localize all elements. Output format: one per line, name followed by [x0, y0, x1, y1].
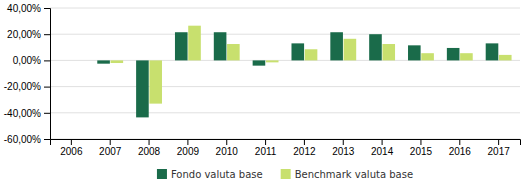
bar	[305, 49, 318, 60]
legend-label: Fondo valuta base	[171, 169, 263, 180]
x-tick-mark	[420, 139, 421, 145]
bar	[97, 60, 110, 63]
y-tick: -60,00%	[4, 134, 50, 145]
bar	[460, 53, 473, 60]
y-tick-label: -20,00%	[4, 81, 41, 92]
legend: Fondo valuta base Benchmark valuta base	[157, 169, 413, 180]
bar	[408, 45, 421, 60]
y-tick-mark	[44, 113, 50, 114]
x-tick-mark	[110, 139, 111, 145]
x-tick: 2017	[488, 139, 511, 157]
y-axis-line	[44, 9, 51, 140]
x-tick: 2010	[216, 139, 239, 157]
y-tick: 0,00%	[13, 55, 50, 66]
bar	[149, 60, 162, 103]
x-tick-label: 2014	[371, 146, 394, 157]
grid-line	[50, 8, 520, 9]
x-tick-mark	[304, 139, 305, 145]
x-tick-label: 2006	[60, 146, 83, 157]
x-tick: 2012	[293, 139, 316, 157]
x-tick-label: 2010	[216, 146, 239, 157]
bar-series	[111, 26, 512, 104]
bar	[58, 60, 71, 61]
y-tick: 40,00%	[7, 3, 50, 14]
bar	[227, 44, 240, 60]
bar	[447, 48, 460, 60]
x-tick-label: 2009	[177, 146, 200, 157]
y-tick-mark	[44, 139, 50, 140]
bar	[136, 60, 149, 117]
x-tick: 2006	[60, 139, 83, 157]
x-tick-mark	[149, 139, 150, 145]
y-tick-label: -60,00%	[4, 134, 41, 145]
x-tick-label: 2011	[255, 146, 277, 157]
bar	[369, 34, 382, 60]
x-tick-mark	[265, 139, 266, 145]
bars	[97, 26, 511, 118]
legend-item: Fondo valuta base	[157, 169, 263, 180]
plot: -60,00% -40,00% -20,00% 0,00% 20,00% 40,00% 20…	[4, 3, 521, 157]
grid	[50, 8, 520, 139]
y-tick: -40,00%	[4, 108, 50, 119]
bar	[344, 39, 357, 61]
y-tick: 20,00%	[7, 29, 50, 40]
legend-swatch	[281, 169, 291, 179]
bar	[214, 32, 227, 60]
grid-line	[50, 112, 520, 113]
y-tick-label: -40,00%	[4, 108, 41, 119]
x-tick: 2007	[99, 139, 122, 157]
x-tick: 2008	[138, 139, 161, 157]
x-tick-mark	[187, 139, 188, 145]
y-tick-label: 0,00%	[13, 55, 41, 66]
x-tick-label: 2007	[99, 146, 122, 157]
chart: -60,00% -40,00% -20,00% 0,00% 20,00% 40,00% 20…	[0, 0, 530, 185]
y-axis: -60,00% -40,00% -20,00% 0,00% 20,00% 40,00%	[4, 3, 51, 145]
bar	[188, 26, 201, 61]
legend-item: Benchmark valuta base	[281, 169, 413, 180]
y-tick-mark	[44, 34, 50, 35]
x-tick-label: 2013	[332, 146, 355, 157]
x-axis: 2006 2007 2008 2009 2010 2011 2012 2013 2014 2015…	[51, 139, 521, 157]
x-tick-label: 2016	[449, 146, 472, 157]
bar	[266, 60, 279, 62]
x-tick-mark	[343, 139, 344, 145]
bar	[330, 32, 343, 60]
x-tick: 2009	[177, 139, 200, 157]
x-tick: 2016	[449, 139, 472, 157]
x-tick-mark	[382, 139, 383, 145]
x-tick: 2015	[410, 139, 433, 157]
bar	[486, 43, 499, 60]
legend-swatch	[157, 169, 167, 179]
bar	[111, 60, 124, 63]
x-tick-label: 2015	[410, 146, 433, 157]
bar	[72, 60, 85, 61]
bar	[291, 43, 304, 60]
bar	[253, 60, 266, 65]
bar	[382, 44, 395, 60]
x-tick-mark	[498, 139, 499, 145]
y-tick-label: 20,00%	[7, 29, 41, 40]
x-tick-mark	[459, 139, 460, 145]
bar	[175, 32, 188, 60]
x-tick: 2014	[371, 139, 394, 157]
x-tick-label: 2008	[138, 146, 161, 157]
y-tick-mark	[44, 60, 50, 61]
x-tick-mark	[226, 139, 227, 145]
grid-line	[50, 86, 520, 87]
y-tick-mark	[44, 87, 50, 88]
bar	[499, 55, 512, 61]
grid-line	[50, 34, 520, 35]
bar	[421, 53, 434, 60]
x-tick: 2011	[255, 139, 277, 157]
x-tick-label: 2017	[488, 146, 511, 157]
legend-label: Benchmark valuta base	[295, 169, 413, 180]
x-tick-mark	[71, 139, 72, 145]
x-axis-line	[51, 140, 521, 146]
x-tick: 2013	[332, 139, 355, 157]
y-tick: -20,00%	[4, 81, 50, 92]
x-tick-label: 2012	[293, 146, 316, 157]
y-tick-mark	[44, 8, 50, 9]
y-tick-label: 40,00%	[7, 3, 41, 14]
bar-series	[97, 32, 498, 117]
